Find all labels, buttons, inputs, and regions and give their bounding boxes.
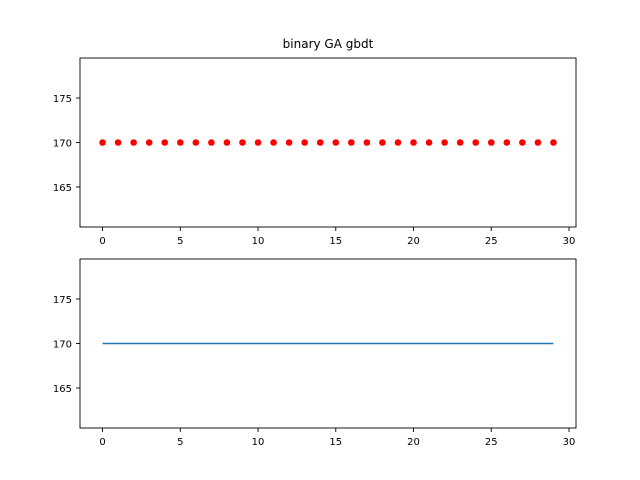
axes-frame bbox=[79, 57, 577, 228]
data-point bbox=[487, 139, 495, 146]
data-point bbox=[99, 139, 106, 146]
x-tick-label: 25 bbox=[485, 437, 498, 448]
data-point bbox=[410, 139, 417, 146]
data-point bbox=[254, 139, 262, 146]
x-tick-label: 20 bbox=[407, 437, 420, 448]
x-tick-label: 30 bbox=[563, 236, 576, 247]
x-tick-label: 15 bbox=[329, 437, 342, 448]
y-tick-label: 170 bbox=[53, 139, 72, 150]
data-point bbox=[519, 139, 526, 146]
data-point bbox=[379, 139, 386, 146]
x-tick-label: 10 bbox=[252, 437, 265, 448]
data-point bbox=[550, 139, 557, 146]
data-point bbox=[316, 139, 324, 146]
data-point bbox=[503, 139, 511, 146]
data-point bbox=[332, 139, 340, 146]
data-point bbox=[145, 139, 153, 146]
bottom-axes: 0 5 10 15 20 25 30 165 170 175 bbox=[53, 258, 577, 448]
data-point bbox=[176, 139, 184, 146]
data-point bbox=[130, 139, 137, 146]
data-point bbox=[456, 139, 464, 146]
data-point bbox=[348, 139, 355, 146]
data-point bbox=[192, 139, 200, 146]
y-tick-label: 175 bbox=[53, 295, 72, 306]
x-tick-label: 0 bbox=[99, 236, 105, 247]
chart-title: binary GA gbdt bbox=[283, 37, 374, 51]
data-point bbox=[534, 139, 542, 146]
top-axes: 0 5 10 15 20 25 30 165 170 175 bbox=[53, 57, 577, 247]
x-tick-label: 15 bbox=[329, 236, 342, 247]
y-tick-label: 175 bbox=[53, 94, 72, 105]
y-tick-label: 165 bbox=[53, 183, 72, 194]
x-tick-label: 0 bbox=[99, 437, 105, 448]
data-point bbox=[114, 139, 122, 146]
data-point bbox=[363, 139, 371, 146]
data-point bbox=[394, 139, 402, 146]
data-point bbox=[270, 139, 277, 146]
x-tick-label: 20 bbox=[407, 236, 420, 247]
data-point bbox=[239, 139, 246, 146]
x-tick-label: 10 bbox=[252, 236, 265, 247]
y-tick-label: 170 bbox=[53, 340, 72, 351]
data-point bbox=[208, 139, 215, 146]
data-point bbox=[161, 139, 169, 146]
data-point bbox=[425, 139, 433, 146]
x-tick-label: 5 bbox=[177, 236, 183, 247]
x-tick-label: 5 bbox=[177, 437, 183, 448]
y-tick-label: 165 bbox=[53, 384, 72, 395]
data-point bbox=[223, 139, 231, 146]
data-point bbox=[441, 139, 448, 146]
data-point bbox=[285, 139, 293, 146]
x-tick-label: 30 bbox=[563, 437, 576, 448]
data-point bbox=[301, 139, 308, 146]
data-point bbox=[472, 139, 480, 146]
x-tick-label: 25 bbox=[485, 236, 498, 247]
